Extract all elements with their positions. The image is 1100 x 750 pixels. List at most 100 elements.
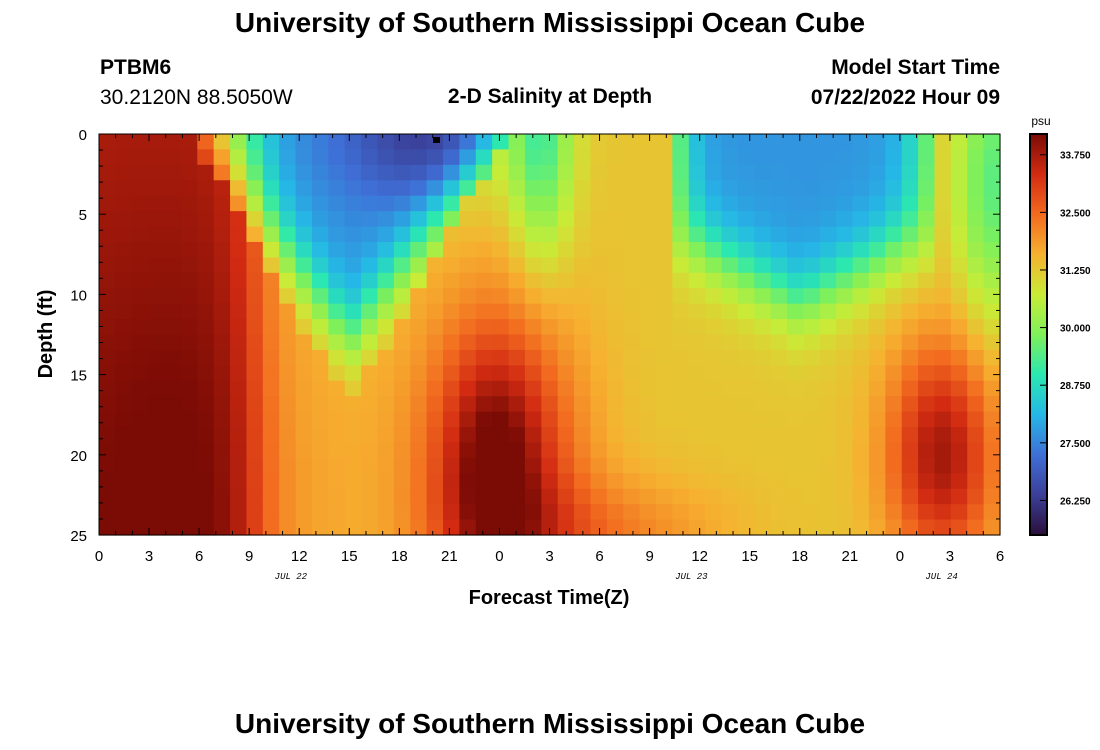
- x-tick-label: 21: [441, 548, 458, 565]
- x-tick-label: 3: [946, 548, 954, 565]
- heatmap-cell: [295, 504, 313, 521]
- heatmap-cell: [606, 164, 624, 181]
- heatmap-cell: [623, 180, 641, 197]
- heatmap-cell: [230, 303, 248, 320]
- heatmap-cell: [295, 411, 313, 428]
- heatmap-cell: [688, 180, 706, 197]
- x-tick-label: 0: [95, 548, 103, 565]
- heatmap-cell: [950, 380, 968, 397]
- heatmap-cell: [918, 149, 936, 166]
- heatmap-cell: [180, 473, 198, 490]
- heatmap-cell: [967, 303, 985, 320]
- heatmap-cell: [901, 211, 919, 228]
- heatmap-cell: [524, 303, 542, 320]
- heatmap-cell: [885, 164, 903, 181]
- heatmap-cell: [295, 380, 313, 397]
- colorbar-unit: psu: [1031, 114, 1050, 128]
- heatmap-cell: [213, 380, 231, 397]
- heatmap-cell: [426, 442, 444, 459]
- heatmap-cell: [393, 149, 411, 166]
- heatmap-cell: [115, 519, 133, 536]
- heatmap-cell: [262, 272, 280, 289]
- heatmap-cell: [164, 473, 182, 490]
- heatmap-cell: [508, 195, 526, 212]
- heatmap-cell: [983, 442, 1001, 459]
- heatmap-cell: [655, 442, 673, 459]
- heatmap-cell: [541, 334, 559, 351]
- heatmap-cell: [164, 272, 182, 289]
- heatmap-cell: [541, 396, 559, 413]
- heatmap-cell: [639, 442, 657, 459]
- heatmap-cell: [393, 241, 411, 258]
- heatmap-cell: [524, 164, 542, 181]
- heatmap-cell: [737, 411, 755, 428]
- heatmap-cell: [180, 164, 198, 181]
- heatmap-cell: [99, 488, 116, 505]
- heatmap-cell: [459, 519, 477, 536]
- heatmap-cell: [492, 272, 510, 289]
- heatmap-cell: [623, 195, 641, 212]
- heatmap-cell: [574, 257, 592, 274]
- heatmap-cell: [934, 380, 952, 397]
- heatmap-cell: [770, 504, 788, 521]
- heatmap-cell: [99, 164, 116, 181]
- heatmap-cell: [754, 149, 772, 166]
- heatmap-cell: [508, 149, 526, 166]
- heatmap-cell: [672, 288, 690, 305]
- heatmap-cell: [623, 149, 641, 166]
- heatmap-cell: [180, 442, 198, 459]
- x-tick-label: 6: [996, 548, 1004, 565]
- heatmap-cell: [131, 334, 149, 351]
- heatmap-cell: [590, 473, 608, 490]
- heatmap-cell: [934, 473, 952, 490]
- heatmap-cell: [524, 411, 542, 428]
- heatmap-cell: [508, 442, 526, 459]
- colorbar-tick-label: 28.750: [1060, 381, 1091, 392]
- heatmap-cell: [115, 211, 133, 228]
- heatmap-cell: [787, 349, 805, 366]
- heatmap-cell: [115, 396, 133, 413]
- heatmap-cell: [131, 241, 149, 258]
- heatmap-cell: [934, 504, 952, 521]
- heatmap-cell: [426, 272, 444, 289]
- heatmap-cell: [590, 149, 608, 166]
- heatmap-cell: [262, 303, 280, 320]
- heatmap-cell: [279, 134, 297, 151]
- heatmap-cell: [279, 488, 297, 505]
- heatmap-cell: [901, 427, 919, 444]
- heatmap-cell: [328, 149, 346, 166]
- heatmap-cell: [787, 442, 805, 459]
- heatmap-cell: [541, 226, 559, 243]
- heatmap-cell: [410, 164, 428, 181]
- heatmap-cell: [426, 319, 444, 336]
- heatmap-cell: [639, 427, 657, 444]
- heatmap-cell: [852, 427, 870, 444]
- heatmap-cell: [737, 349, 755, 366]
- heatmap-cell: [918, 134, 936, 151]
- heatmap-cell: [279, 380, 297, 397]
- heatmap-cell: [901, 195, 919, 212]
- heatmap-cell: [230, 396, 248, 413]
- heatmap-cell: [115, 180, 133, 197]
- heatmap-cell: [328, 288, 346, 305]
- heatmap-cell: [836, 149, 854, 166]
- y-tick-label: 10: [70, 287, 87, 304]
- heatmap-cell: [443, 180, 460, 197]
- heatmap-cell: [459, 195, 477, 212]
- heatmap-cell: [983, 519, 1001, 536]
- heatmap-cell: [983, 272, 1001, 289]
- heatmap-cell: [164, 365, 182, 382]
- heatmap-cell: [623, 411, 641, 428]
- heatmap-cell: [311, 149, 329, 166]
- heatmap-cell: [262, 334, 280, 351]
- heatmap-cell: [803, 288, 821, 305]
- heatmap-cell: [623, 442, 641, 459]
- heatmap-cell: [279, 303, 297, 320]
- heatmap-cell: [213, 319, 231, 336]
- heatmap-cell: [131, 349, 149, 366]
- heatmap-cell: [443, 396, 460, 413]
- heatmap-cell: [197, 488, 215, 505]
- heatmap-cell: [983, 241, 1001, 258]
- heatmap-cell: [705, 211, 723, 228]
